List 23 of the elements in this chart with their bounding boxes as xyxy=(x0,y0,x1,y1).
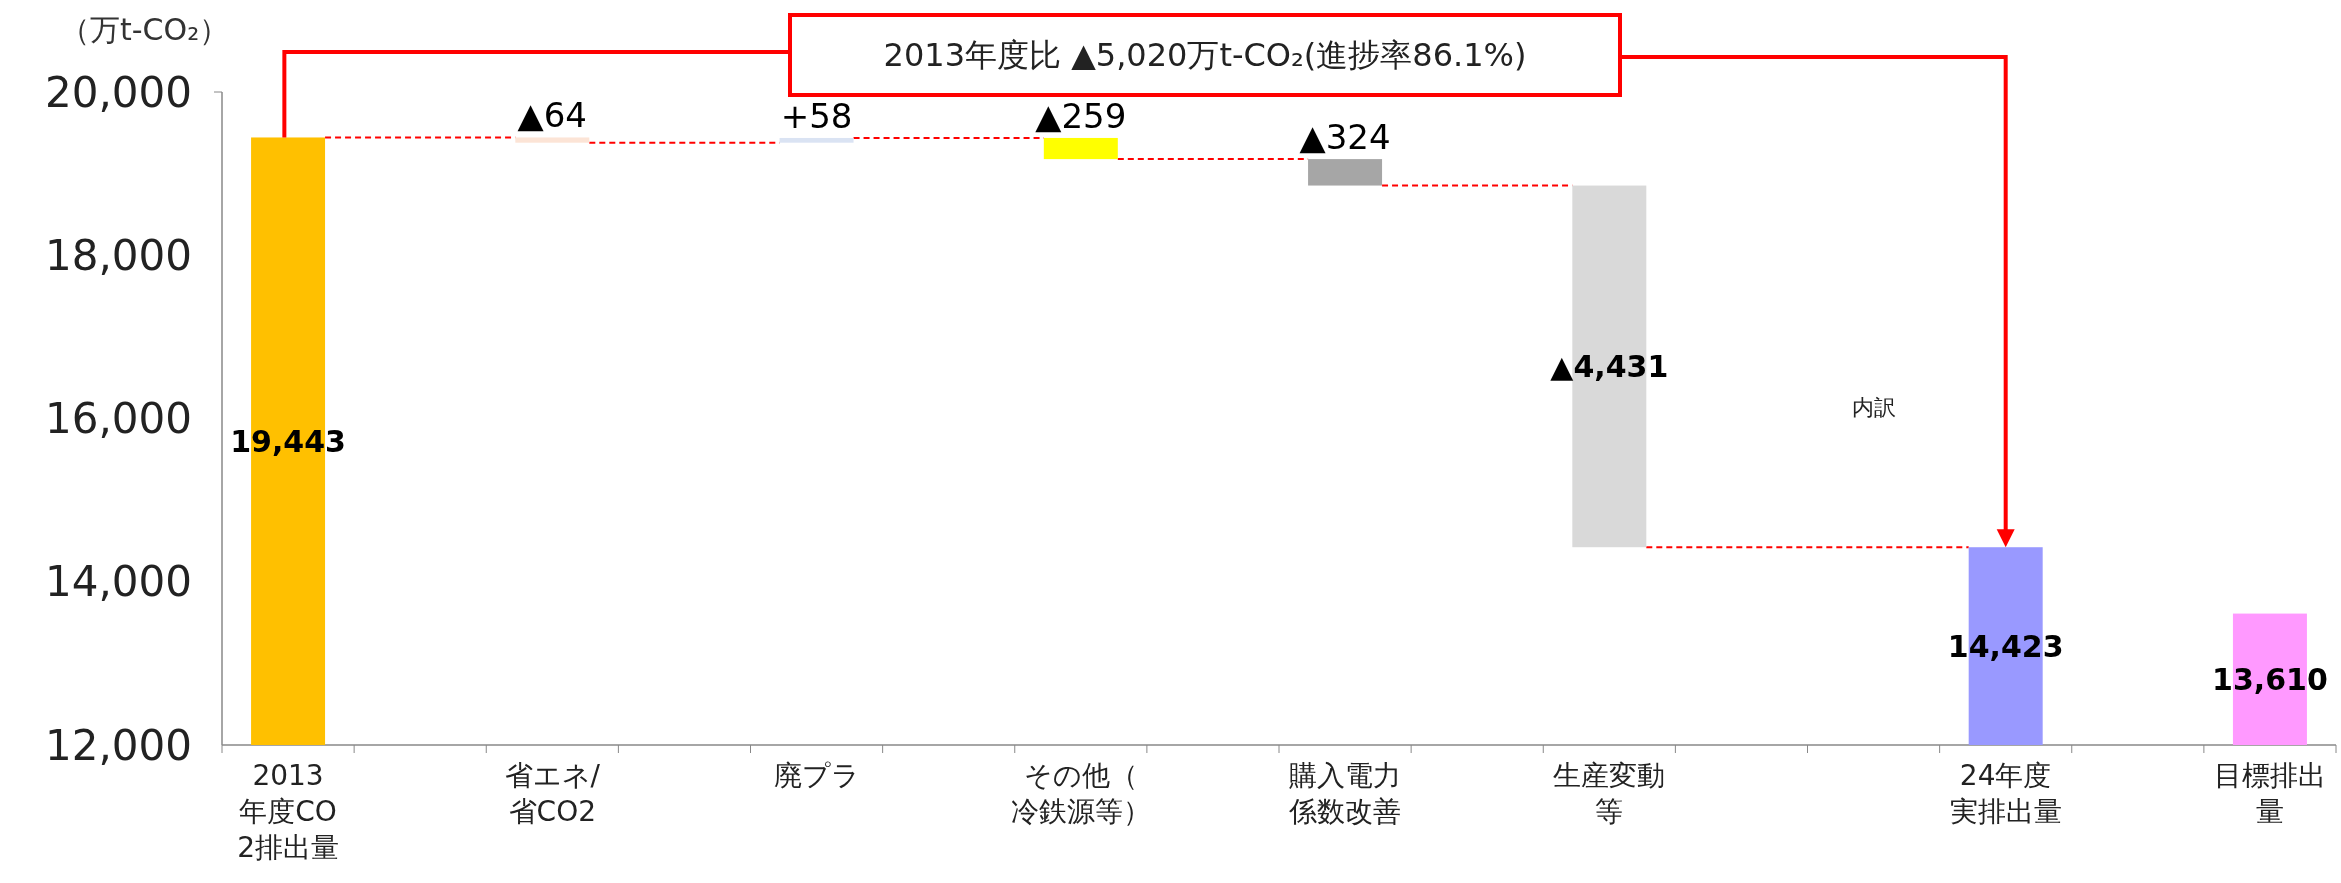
data-label: 14,423 xyxy=(1947,628,2064,664)
x-tick-label: 24年度実排出量 xyxy=(1949,759,2062,828)
y-axis-title: （万t-CO₂） xyxy=(60,12,230,47)
x-tick-label: 省エネ/省CO2 xyxy=(504,759,601,828)
x-tick-label: 廃プラ xyxy=(773,759,860,792)
data-label: ▲64 xyxy=(517,95,588,136)
y-tick-label: 16,000 xyxy=(45,394,192,443)
y-tick-label: 14,000 xyxy=(45,557,192,607)
x-tick-label: 目標排出量 xyxy=(2213,759,2326,828)
text: 2013年度比 ▲5,020万t-CO₂(進捗率86.1%) xyxy=(883,36,1527,74)
data-label: 13,610 xyxy=(2212,661,2328,697)
data-label: ▲259 xyxy=(1035,95,1127,136)
x-tick-label: その他（冷鉄源等） xyxy=(1010,759,1151,828)
x-tick-label: 生産変動等 xyxy=(1553,759,1666,828)
data-label: ▲324 xyxy=(1299,117,1391,158)
y-tick-label: 20,000 xyxy=(45,67,192,117)
data-label: ▲4,431 xyxy=(1550,348,1669,384)
x-tick-label: 2013年度CO2排出量 xyxy=(237,759,339,864)
y-tick-label: 12,000 xyxy=(45,720,192,770)
x-tick-label: 購入電力係数改善 xyxy=(1288,759,1402,828)
annotation: 内訳 xyxy=(1851,395,1896,420)
data-label: +58 xyxy=(780,95,853,136)
y-tick-label: 18,000 xyxy=(45,230,192,280)
